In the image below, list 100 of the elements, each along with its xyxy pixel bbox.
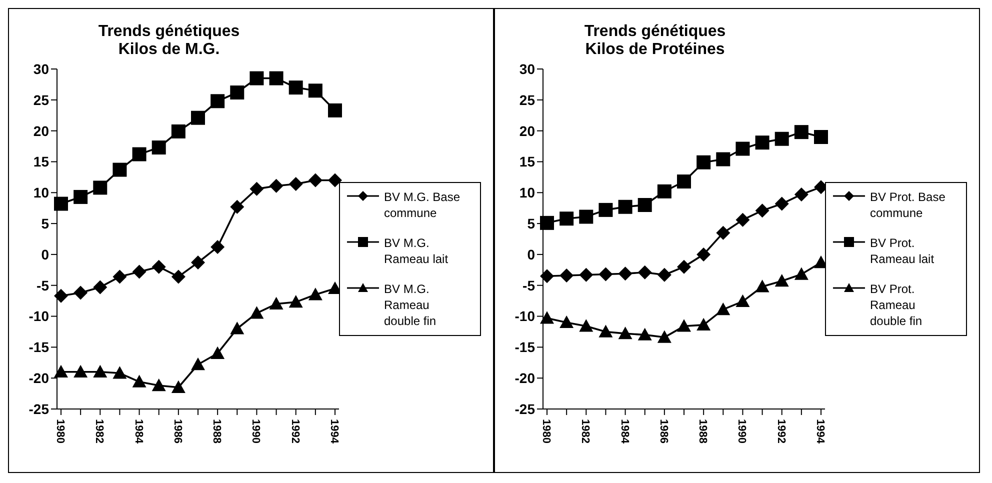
point bbox=[152, 260, 166, 274]
point bbox=[54, 196, 68, 211]
y-tick-label: 30 bbox=[519, 60, 536, 77]
legend-label: BV Prot. Base commune bbox=[870, 189, 946, 221]
point bbox=[598, 267, 613, 282]
x-tick-label: 1992 bbox=[288, 419, 301, 444]
point bbox=[288, 80, 303, 95]
x-tick-label: 1988 bbox=[210, 419, 223, 444]
point bbox=[328, 103, 342, 118]
y-tick-label: 20 bbox=[519, 122, 536, 139]
x-tick-label: 1980 bbox=[54, 419, 66, 444]
x-tick-label: 1992 bbox=[774, 419, 787, 444]
y-tick-label: 5 bbox=[41, 216, 50, 232]
y-tick-label: 10 bbox=[519, 184, 536, 201]
point bbox=[598, 202, 613, 217]
point bbox=[638, 198, 652, 212]
point bbox=[657, 184, 672, 198]
point bbox=[794, 125, 808, 140]
point bbox=[540, 216, 554, 230]
point bbox=[677, 174, 691, 189]
point bbox=[755, 136, 770, 150]
point bbox=[774, 132, 789, 146]
legend-label: BV M.G. Base commune bbox=[384, 189, 462, 221]
point bbox=[638, 265, 652, 280]
x-tick-label: 1982 bbox=[579, 419, 592, 444]
point bbox=[794, 267, 808, 280]
point bbox=[210, 240, 225, 254]
point bbox=[93, 180, 108, 195]
point bbox=[618, 326, 632, 340]
point bbox=[308, 288, 322, 300]
x-tick-label: 1994 bbox=[814, 419, 826, 444]
point bbox=[540, 269, 554, 284]
y-tick-label: -20 bbox=[514, 370, 536, 386]
point bbox=[112, 162, 127, 177]
y-tick-label: -10 bbox=[28, 308, 50, 324]
point bbox=[132, 264, 146, 279]
point bbox=[716, 226, 730, 240]
y-tick-label: 25 bbox=[33, 92, 50, 108]
y-tick-label: 0 bbox=[41, 246, 50, 262]
point bbox=[736, 212, 750, 227]
point bbox=[230, 200, 244, 214]
point bbox=[112, 366, 127, 379]
point bbox=[774, 196, 789, 211]
y-tick-label: 30 bbox=[33, 60, 50, 77]
x-tick-label: 1990 bbox=[250, 419, 262, 444]
point bbox=[269, 178, 284, 193]
x-tick-label: 1988 bbox=[696, 419, 709, 444]
point bbox=[657, 330, 672, 343]
y-tick-label: 15 bbox=[519, 154, 536, 170]
point bbox=[618, 266, 632, 281]
point bbox=[794, 187, 808, 202]
y-tick-label: -10 bbox=[514, 308, 536, 324]
point bbox=[152, 140, 166, 155]
point bbox=[716, 302, 730, 316]
point bbox=[191, 357, 205, 370]
point bbox=[132, 374, 146, 388]
point bbox=[677, 319, 691, 332]
y-tick-label: -15 bbox=[28, 339, 50, 356]
y-tick-label: 0 bbox=[527, 246, 536, 262]
point bbox=[618, 200, 632, 214]
point bbox=[171, 124, 186, 138]
point bbox=[308, 173, 322, 188]
point bbox=[230, 322, 244, 334]
x-tick-label: 1986 bbox=[657, 419, 670, 444]
y-tick-label: -5 bbox=[36, 277, 50, 294]
legend-label: BV Prot. Rameau lait bbox=[870, 235, 936, 267]
point bbox=[696, 155, 711, 170]
y-tick-label: -5 bbox=[522, 277, 536, 294]
point bbox=[74, 286, 88, 300]
point bbox=[774, 274, 789, 287]
point bbox=[540, 311, 554, 324]
point bbox=[74, 190, 88, 204]
x-tick-label: 1982 bbox=[93, 419, 106, 444]
chart-title: Trends génétiques Kilos de Protéines bbox=[583, 23, 727, 59]
point bbox=[560, 212, 574, 226]
x-tick-label: 1980 bbox=[540, 419, 552, 444]
point bbox=[638, 328, 652, 340]
point bbox=[191, 110, 205, 125]
point bbox=[560, 268, 574, 282]
point bbox=[579, 268, 594, 282]
point bbox=[132, 147, 146, 162]
point bbox=[54, 364, 68, 378]
point bbox=[736, 142, 750, 156]
point bbox=[736, 294, 750, 308]
point bbox=[696, 247, 711, 262]
point bbox=[755, 280, 770, 292]
point bbox=[677, 260, 691, 274]
point bbox=[579, 210, 594, 224]
x-tick-label: 1984 bbox=[618, 419, 630, 444]
point bbox=[657, 268, 672, 282]
point bbox=[250, 306, 264, 319]
point bbox=[598, 324, 613, 338]
point bbox=[93, 364, 108, 378]
y-tick-label: 5 bbox=[527, 216, 536, 232]
point bbox=[579, 319, 594, 332]
point bbox=[696, 318, 711, 331]
chart-title: Trends génétiques Kilos de M.G. bbox=[97, 23, 241, 59]
point bbox=[250, 182, 264, 196]
y-tick-label: 20 bbox=[33, 122, 50, 139]
point bbox=[210, 346, 225, 359]
